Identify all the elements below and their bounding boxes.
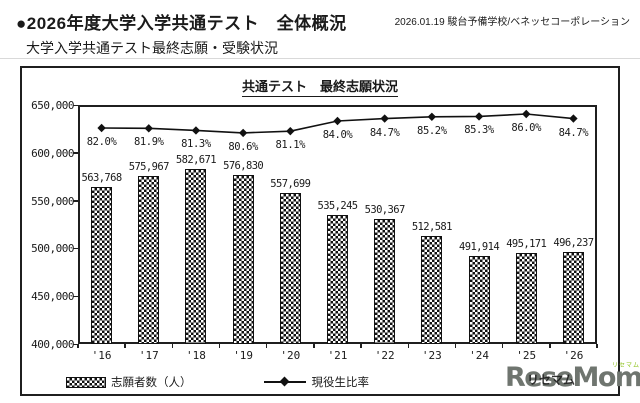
y-axis-label: 650,000 [31,99,74,112]
resemom-watermark: ReseMom. リセマム リセマム [503,358,640,400]
resemom-logo: ReseMom. [505,362,640,393]
y-axis-tick [73,152,78,154]
x-axis-label: '20 [280,349,301,362]
x-axis-label: '24 [469,349,489,362]
page-subtitle: 大学入学共通テスト最終志願・受験状況 [26,40,278,56]
x-axis-tick [360,344,362,348]
bar-value-label: 582,671 [175,154,217,167]
bar-value-label: 557,699 [270,178,311,191]
bar-value-label: 491,914 [459,241,500,254]
x-axis-label: '22 [374,349,395,362]
bar-'24 [468,256,490,344]
percent-label: 81.1% [275,139,306,152]
y-axis-tick [73,343,78,345]
x-axis-tick [77,344,79,348]
bar-'16 [91,187,113,344]
y-axis-label: 550,000 [31,194,74,208]
x-axis-label: '19 [233,349,254,362]
x-axis-tick [313,344,315,348]
x-axis-label: '17 [138,349,159,362]
chart-title: 共通テスト 最終志願状況 [241,76,399,97]
percent-label: 81.9% [133,136,164,149]
resemom-kana-label: リセマム [611,363,640,369]
x-axis-label: '18 [186,349,206,362]
legend-line-swatch-icon [263,376,306,387]
bar-'22 [374,219,396,344]
y-axis-tick [73,104,78,106]
bar-'23 [421,236,443,344]
bar-value-label: 575,967 [128,160,170,173]
header-divider [0,58,640,59]
bar-value-label: 495,171 [506,238,547,251]
bar-'21 [327,214,348,344]
x-axis-label: '23 [421,349,442,362]
bar-value-label: 496,237 [553,236,594,249]
x-axis-label: '25 [516,349,537,362]
source-credit: 2026.01.19 駿台予備学校/ベネッセコーポレーション [394,17,630,28]
resemom-overlay-text: リセマム [527,373,576,387]
bar-value-label: 563,768 [81,172,123,185]
bar-'18 [185,169,207,344]
percent-label: 84.7% [558,126,589,139]
y-axis-label: 450,000 [31,290,74,304]
bar-'17 [138,175,160,344]
x-axis-tick [407,344,410,348]
bar-'20 [279,193,301,344]
x-axis-tick [501,344,504,348]
x-axis-tick [265,344,268,348]
bar-'19 [232,174,254,344]
x-axis-tick [171,344,174,348]
x-axis-tick [124,344,126,348]
legend-checker-swatch-icon [66,376,106,388]
x-axis-label: '21 [327,349,348,362]
y-axis-tick [73,247,78,250]
x-axis-tick [454,344,457,348]
bar-value-label: 576,830 [223,159,264,172]
x-axis-tick [218,344,221,348]
y-axis-tick [73,295,78,298]
x-axis-tick [549,344,551,348]
bar-'25 [515,253,537,344]
percent-label: 82.0% [86,136,117,148]
y-axis-tick [73,200,78,202]
percent-label: 81.3% [181,138,211,151]
diamond-marker-icon [279,376,289,387]
bar-'26 [562,251,584,344]
y-axis-label: 600,000 [31,146,74,160]
legend-label-applicants: 志願者数（人） [111,377,192,389]
bar-value-label: 530,367 [364,204,406,217]
x-axis-label: '26 [563,349,584,362]
bar-value-label: 512,581 [411,221,453,234]
x-axis-label: '16 [91,349,112,362]
x-axis-tick [596,344,598,348]
page-title: ●2026年度大学入学共通テスト 全体概況 [16,14,347,33]
y-axis-label: 500,000 [31,242,74,256]
chart-legend: 志願者数（人） 現役生比率 [66,374,369,390]
y-axis-label: 400,000 [31,338,74,351]
percent-label: 80.6% [228,140,258,153]
bar-value-label: 535,245 [317,199,358,212]
legend-label-ratio: 現役生比率 [311,377,370,389]
